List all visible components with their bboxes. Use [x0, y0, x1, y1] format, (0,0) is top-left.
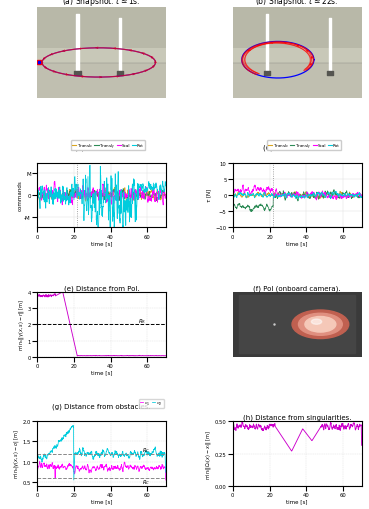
- Title: (d) Force feedback.: (d) Force feedback.: [263, 145, 331, 151]
- $o_2$: [66, 431, 70, 437]
- Title: (g) Distance from obstacles.: (g) Distance from obstacles.: [52, 403, 151, 409]
- $o_1$: [71, 465, 76, 471]
- X-axis label: time [s]: time [s]: [90, 241, 112, 245]
- $o_2$: [120, 451, 124, 457]
- Text: $R_R$: $R_R$: [138, 316, 146, 325]
- Title: (a) Snapshot: $t \simeq 1$s.: (a) Snapshot: $t \simeq 1$s.: [62, 0, 141, 8]
- Y-axis label: min$_s|\gamma(x,s)-o|$ [m]: min$_s|\gamma(x,s)-o|$ [m]: [12, 429, 21, 478]
- Legend: Transl$_x$, Transl$_y$, Scal, Rot: Transl$_x$, Transl$_y$, Scal, Rot: [71, 140, 145, 151]
- Title: (h) Distance from singularities.: (h) Distance from singularities.: [243, 413, 351, 420]
- Circle shape: [299, 314, 342, 335]
- X-axis label: time [s]: time [s]: [286, 241, 308, 245]
- Circle shape: [311, 320, 322, 325]
- Line: $o_1$: $o_1$: [37, 461, 166, 481]
- X-axis label: time [s]: time [s]: [90, 370, 112, 375]
- Title: (f) PoI (onboard camera).: (f) PoI (onboard camera).: [254, 285, 341, 291]
- $o_1$: [163, 477, 168, 483]
- $o_1$: [120, 463, 124, 469]
- Y-axis label: commands: commands: [18, 180, 23, 211]
- Bar: [233, 64, 362, 99]
- $o_1$: [66, 461, 71, 467]
- Y-axis label: min$_i||\Omega_i(x)-x_i||$ [m]: min$_i||\Omega_i(x)-x_i||$ [m]: [204, 429, 213, 478]
- Title: (e) Distance from PoI.: (e) Distance from PoI.: [63, 285, 139, 291]
- Title: (b) Snapshot: $t \simeq 22$s.: (b) Snapshot: $t \simeq 22$s.: [255, 0, 339, 8]
- Bar: [233, 8, 362, 49]
- X-axis label: time [s]: time [s]: [286, 499, 308, 504]
- Legend: Transl$_x$, Transl$_y$, Scal, Rot: Transl$_x$, Transl$_y$, Scal, Rot: [267, 140, 341, 151]
- Line: $o_2$: $o_2$: [37, 426, 166, 480]
- $o_2$: [151, 448, 156, 455]
- Circle shape: [305, 317, 336, 332]
- $o_1$: [135, 463, 139, 469]
- X-axis label: time [s]: time [s]: [90, 499, 112, 504]
- $o_2$: [72, 477, 76, 483]
- Bar: [37, 49, 166, 64]
- Text: $R_C$: $R_C$: [142, 477, 150, 486]
- Bar: [37, 8, 166, 49]
- $o_2$: [163, 469, 168, 475]
- $o_1$: [35, 478, 39, 484]
- Bar: [233, 49, 362, 64]
- $o_2$: [70, 422, 75, 429]
- $o_1$: [151, 466, 155, 472]
- $o_2$: [35, 476, 39, 483]
- $o_1$: [37, 458, 42, 464]
- Y-axis label: min$_s||\gamma(x,s)-r||$ [m]: min$_s||\gamma(x,s)-r||$ [m]: [17, 299, 26, 351]
- Circle shape: [292, 310, 349, 339]
- Bar: [37, 64, 166, 99]
- $o_2$: [76, 451, 80, 457]
- $o_2$: [71, 425, 76, 431]
- Legend: $o_1$, $o_2$: $o_1$, $o_2$: [139, 399, 163, 408]
- $o_2$: [135, 449, 140, 456]
- Y-axis label: $\tau$ [N]: $\tau$ [N]: [206, 188, 214, 203]
- $o_1$: [76, 463, 80, 469]
- Text: $R_C$: $R_C$: [142, 446, 150, 455]
- Title: (c) Commands.: (c) Commands.: [75, 145, 128, 151]
